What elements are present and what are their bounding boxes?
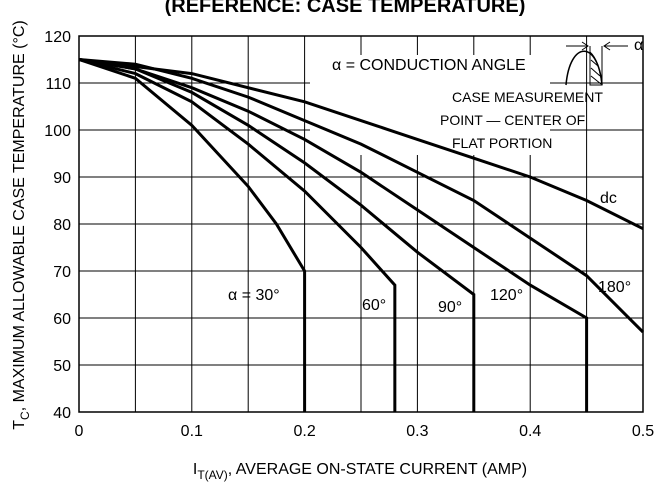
x-tick-label: 0.2 [293, 423, 315, 440]
series-line [78, 58, 645, 334]
x-tick-label: 0.3 [406, 423, 428, 440]
annotation: α = CONDUCTION ANGLE [332, 57, 526, 74]
series-label: dc [600, 190, 617, 207]
series-label: 120° [490, 287, 523, 304]
annotation: CASE MEASUREMENT [452, 89, 603, 105]
series-label: 90° [438, 299, 462, 316]
y-tick-label: 60 [53, 311, 71, 328]
x-tick-label: 0.1 [181, 423, 203, 440]
annotation: FLAT PORTION [452, 135, 552, 151]
annotation: POINT — CENTER OF [440, 112, 585, 128]
x-tick-label: 0.5 [632, 423, 654, 440]
series-label: 60° [362, 297, 386, 314]
x-axis-label: IT(AV), AVERAGE ON-STATE CURRENT (AMP) [193, 461, 527, 482]
series-line [78, 58, 397, 412]
y-axis-label: TC, MAXIMUM ALLOWABLE CASE TEMPERATURE (… [11, 20, 32, 430]
x-label-main: I [193, 461, 197, 478]
y-tick-label: 90 [53, 170, 71, 187]
y-tick-label: 50 [53, 358, 71, 375]
series-line [78, 58, 644, 231]
series-label: 180° [598, 279, 631, 296]
series-line [78, 58, 589, 412]
y-label-main: T [11, 420, 28, 430]
series-line [78, 58, 307, 412]
x-label-sub: T(AV) [197, 468, 227, 482]
x-label-rest: , AVERAGE ON-STATE CURRENT (AMP) [228, 461, 527, 478]
chart-title: (REFERENCE: CASE TEMPERATURE) [165, 0, 526, 17]
y-label-rest: , MAXIMUM ALLOWABLE CASE TEMPERATURE (°C… [11, 20, 28, 411]
y-tick-label: 120 [44, 29, 71, 46]
inset-diagram [565, 41, 628, 86]
x-tick-label: 0 [75, 423, 84, 440]
y-tick-label: 40 [53, 405, 71, 422]
y-tick-label: 80 [53, 217, 71, 234]
y-tick-label: 70 [53, 264, 71, 281]
y-label-sub: C [18, 411, 32, 420]
y-tick-label: 110 [45, 76, 71, 93]
series-label: α = 30° [228, 287, 280, 304]
y-tick-label: 100 [44, 123, 71, 140]
plot-frame [78, 35, 644, 413]
annotation: α [634, 37, 643, 54]
x-tick-label: 0.4 [519, 423, 541, 440]
